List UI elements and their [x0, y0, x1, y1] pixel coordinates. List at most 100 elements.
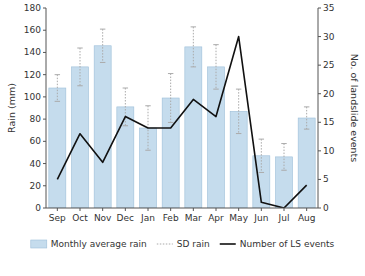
bar: [94, 46, 111, 208]
y-tick: [43, 208, 46, 209]
error-bar: [77, 48, 82, 86]
x-tick: [193, 208, 194, 211]
x-tick-label: Sep: [49, 213, 66, 223]
error-stem: [80, 48, 81, 86]
y2-tick: [318, 208, 321, 209]
x-tick: [306, 208, 307, 211]
y2-tick-label: 20: [323, 89, 335, 99]
error-stem: [57, 75, 58, 102]
error-bar: [281, 144, 286, 171]
y2-tick: [318, 93, 321, 94]
legend-item: Number of LS events: [220, 239, 335, 249]
x-tick: [238, 208, 239, 211]
y2-tick: [318, 36, 321, 37]
error-bar: [100, 29, 105, 62]
x-tick-label: Mar: [185, 213, 202, 223]
y-tick-label: 80: [30, 114, 42, 124]
error-cap: [77, 85, 82, 86]
x-tick: [284, 208, 285, 211]
y2-axis-label: No. of landslide events: [349, 54, 360, 163]
y-tick: [43, 163, 46, 164]
legend-label: Number of LS events: [240, 239, 335, 249]
error-cap: [168, 122, 173, 123]
bar: [162, 98, 179, 208]
y-tick-label: 40: [30, 159, 42, 169]
error-bar: [191, 27, 196, 67]
y-tick: [43, 141, 46, 142]
legend-swatch: [220, 243, 236, 245]
y2-tick-label: 5: [323, 174, 329, 184]
y-tick: [43, 8, 46, 9]
x-tick-label: Jan: [140, 213, 155, 223]
x-tick-label: May: [229, 213, 248, 223]
error-cap: [145, 150, 150, 151]
x-tick: [80, 208, 81, 211]
error-cap: [123, 125, 128, 126]
y2-tick: [318, 150, 321, 151]
error-stem: [238, 89, 239, 133]
y-tick-label: 20: [30, 181, 42, 191]
legend-item: Monthly average rain: [31, 239, 147, 249]
y-tick: [43, 74, 46, 75]
y-axis-label: Rain (mm): [6, 83, 17, 133]
bar: [185, 47, 202, 208]
error-stem: [102, 29, 103, 62]
y-tick-label: 60: [30, 136, 42, 146]
x-tick-label: Dec: [117, 213, 134, 223]
bar: [72, 67, 89, 208]
error-cap: [213, 44, 218, 45]
x-tick-label: Feb: [163, 213, 179, 223]
error-cap: [100, 29, 105, 30]
y2-tick: [318, 8, 321, 9]
error-cap: [259, 139, 264, 140]
x-tick-label: Jun: [253, 213, 268, 223]
error-cap: [123, 88, 128, 89]
error-cap: [191, 66, 196, 67]
legend-swatch: [157, 243, 173, 244]
y-tick: [43, 96, 46, 97]
x-tick-label: Oct: [72, 213, 88, 223]
y2-tick-label: 0: [323, 203, 329, 213]
error-cap: [55, 101, 60, 102]
x-tick: [125, 208, 126, 211]
y-tick-label: 100: [24, 92, 41, 102]
x-tick-label: Aug: [298, 213, 316, 223]
error-cap: [191, 26, 196, 27]
y-tick: [43, 119, 46, 120]
error-cap: [55, 74, 60, 75]
x-tick: [216, 208, 217, 211]
x-tick: [261, 208, 262, 211]
legend-label: Monthly average rain: [51, 239, 147, 249]
error-stem: [193, 27, 194, 67]
y-tick: [43, 185, 46, 186]
error-cap: [145, 105, 150, 106]
error-bar: [168, 74, 173, 123]
legend-item: SD rain: [157, 239, 210, 249]
error-cap: [168, 73, 173, 74]
x-tick-label: Nov: [94, 213, 112, 223]
x-axis-line: [46, 208, 318, 209]
error-cap: [100, 62, 105, 63]
error-cap: [304, 129, 309, 130]
y2-axis-line: [318, 8, 319, 208]
line: [57, 37, 306, 208]
y-tick-label: 140: [24, 47, 41, 57]
legend-swatch: [31, 240, 47, 248]
error-stem: [306, 107, 307, 129]
error-cap: [304, 106, 309, 107]
error-bar: [259, 139, 264, 172]
x-tick: [57, 208, 58, 211]
x-tick-label: Jul: [278, 213, 290, 223]
y-tick-label: 120: [24, 70, 41, 80]
x-tick-label: Apr: [208, 213, 224, 223]
y2-tick-label: 10: [323, 146, 335, 156]
error-cap: [281, 170, 286, 171]
error-bar: [236, 89, 241, 133]
error-bar: [55, 75, 60, 102]
x-tick: [102, 208, 103, 211]
plot-area: [49, 27, 315, 208]
error-bar: [304, 107, 309, 129]
chart: 02040608010012014016018005101520253035Se…: [0, 0, 365, 276]
error-cap: [77, 48, 82, 49]
legend: Monthly average rain SD rain Number of LS …: [31, 239, 335, 249]
